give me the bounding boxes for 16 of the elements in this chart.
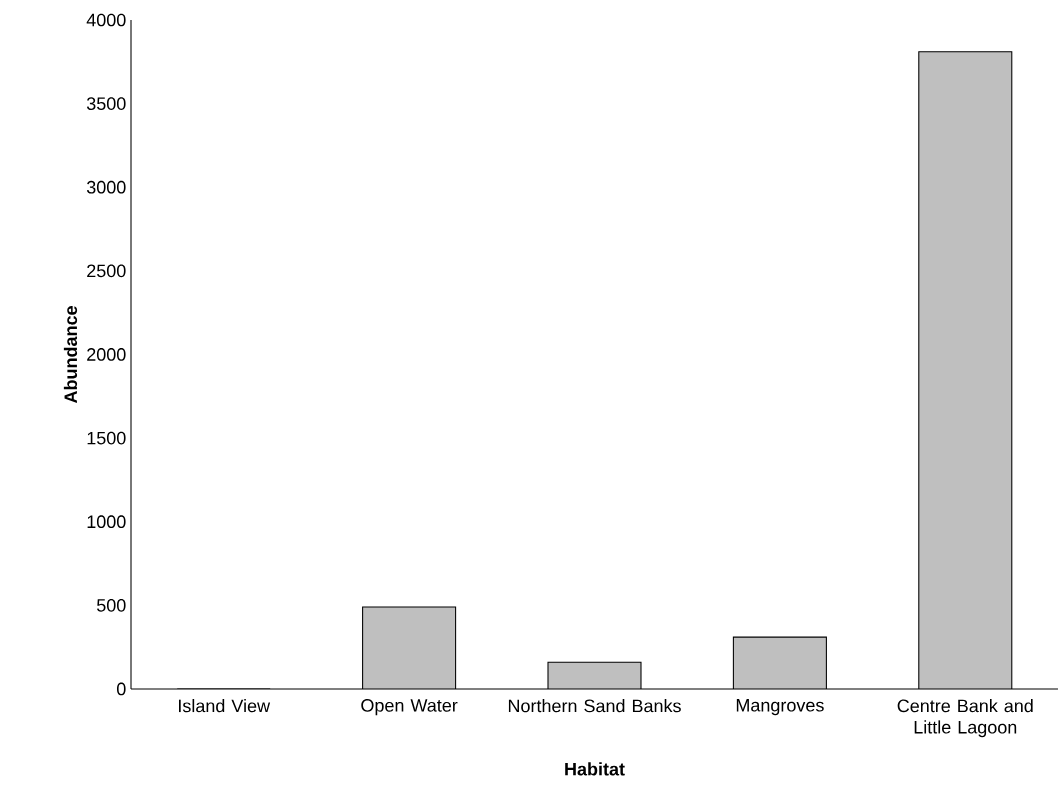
y-tick-label: 500 bbox=[96, 598, 126, 612]
y-tick-label: 1500 bbox=[87, 431, 126, 445]
y-axis-title: Abundance bbox=[63, 306, 78, 404]
x-axis-title: Habitat bbox=[565, 762, 625, 776]
x-tick-label: Northern Sand Banks bbox=[508, 699, 681, 713]
y-tick-label: 1000 bbox=[87, 515, 126, 529]
y-tick-label: 3500 bbox=[86, 97, 126, 110]
y-tick-label: 2000 bbox=[87, 348, 126, 361]
x-tick-label: Island View bbox=[179, 699, 271, 713]
y-tick-label: 2500 bbox=[87, 264, 126, 278]
y-tick-label: 0 bbox=[117, 682, 126, 696]
x-tick-label: Open Water bbox=[361, 699, 458, 716]
y-tick-label: 4000 bbox=[86, 13, 126, 27]
x-tick-label: Mangroves bbox=[736, 699, 824, 716]
y-tick-label: 3000 bbox=[86, 180, 126, 194]
x-tick-label: Centre Bank and Little Lagoon bbox=[897, 699, 1033, 738]
